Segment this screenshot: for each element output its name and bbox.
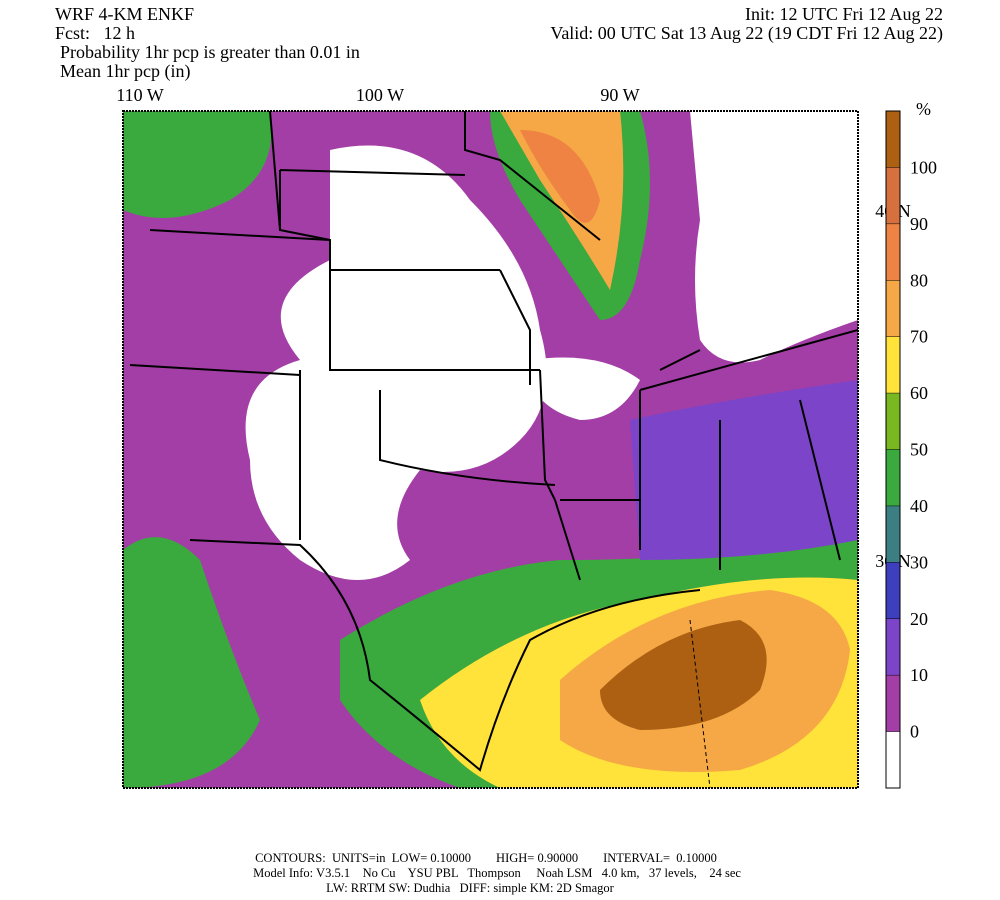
map [122,110,859,789]
colorbar-segment [886,562,900,619]
colorbar-label: 70 [910,327,928,347]
footer-line: Model Info: V3.5.1 No Cu YSU PBL Thompso… [253,866,741,880]
colorbar-segment [886,393,900,450]
colorbar-label: 60 [910,383,928,403]
colorbar-segment [886,111,900,168]
colorbar-segment [886,618,900,676]
footer-line: CONTOURS: UNITS=in LOW= 0.10000 HIGH= 0.… [255,851,717,865]
colorbar-segment [886,336,900,394]
colorbar-segment [886,731,900,788]
footer-line: LW: RRTM SW: Dudhia DIFF: simple KM: 2D … [326,881,615,895]
colorbar-segment [886,167,900,224]
colorbar-label: 90 [910,214,928,234]
colorbar-segment [886,449,900,506]
colorbar-label: 40 [910,496,928,516]
field-subtitle: Mean 1hr pcp (in) [60,61,190,82]
colorbar-segment [886,223,900,281]
colorbar: 0 10 20 30 40 50 60 70 80 90 100 [885,110,937,789]
colorbar-label: 100 [910,157,937,177]
colorbar-unit: % [916,99,931,119]
model-name: WRF 4-KM ENKF [55,4,194,24]
field-title: Probability 1hr pcp is greater than 0.01… [60,42,360,62]
init-time: Init: 12 UTC Fri 12 Aug 22 [745,4,943,24]
colorbar-label: 80 [910,270,928,290]
colorbar-label: 10 [910,665,928,685]
colorbar-segment [886,505,900,563]
colorbar-label: 30 [910,552,928,572]
lon-label: 110 W [116,85,164,105]
forecast-hour: Fcst: 12 h [55,23,135,43]
colorbar-label: 0 [910,722,919,742]
lon-label: 90 W [600,85,639,105]
colorbar-segment [886,675,900,732]
colorbar-label: 50 [910,440,928,460]
colorbar-label: 20 [910,609,928,629]
valid-time: Valid: 00 UTC Sat 13 Aug 22 (19 CDT Fri … [550,23,943,44]
colorbar-segment [886,280,900,337]
lon-label: 100 W [356,85,404,105]
